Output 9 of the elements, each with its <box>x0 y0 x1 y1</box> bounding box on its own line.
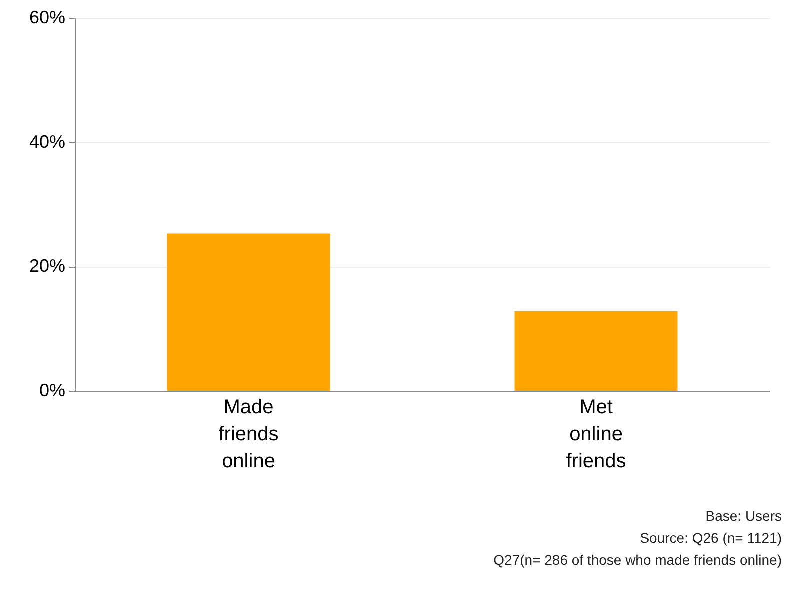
y-tick-label: 40% <box>29 132 66 152</box>
x-tick-label: Made friends online <box>218 396 279 472</box>
text: Base: Users <box>704 507 782 526</box>
text: Q27(n= 286 of those who made friends online) <box>494 551 782 570</box>
x-tick-label: Met online friends <box>566 396 626 472</box>
y-tick-label: 0% <box>39 380 66 400</box>
source-note: Source: Q26 (n= 1121) <box>639 529 782 548</box>
y-tick-label: 60% <box>29 8 66 28</box>
y-tick-label: 20% <box>29 256 66 276</box>
